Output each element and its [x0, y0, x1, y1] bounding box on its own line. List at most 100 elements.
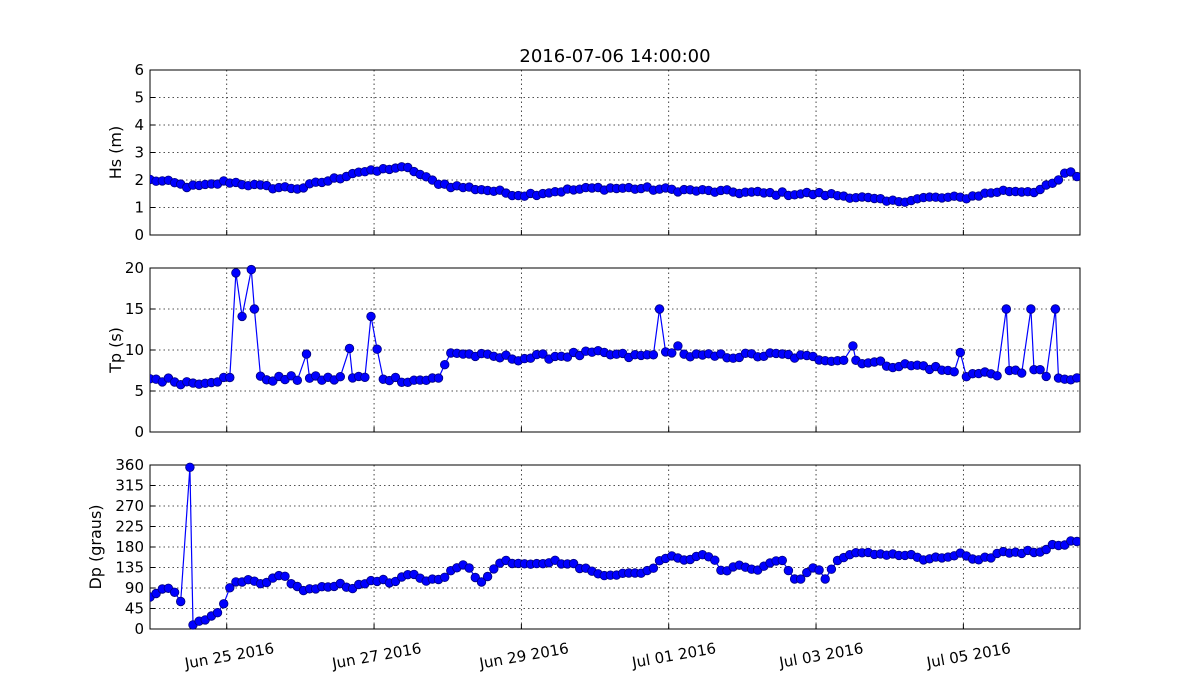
data-point	[246, 264, 257, 275]
y-tick-label: 180	[115, 538, 144, 556]
data-point	[802, 567, 812, 578]
data-point	[231, 268, 241, 278]
data-point	[489, 564, 499, 574]
y-tick-label: 10	[125, 341, 144, 359]
data-point	[955, 347, 966, 358]
data-point	[476, 577, 487, 587]
data-point	[1072, 536, 1080, 547]
y-tick-label: 225	[115, 518, 144, 536]
y-tick-label: 15	[125, 300, 144, 318]
y-tick-label: 2	[134, 171, 144, 189]
data-point	[796, 574, 806, 584]
data-series	[150, 162, 1080, 207]
data-point	[301, 349, 312, 359]
data-point	[237, 311, 247, 322]
data-point	[1072, 171, 1080, 182]
data-point	[710, 555, 720, 565]
data-point	[344, 343, 355, 354]
data-point	[225, 583, 235, 593]
y-tick-label: 0	[134, 226, 144, 244]
data-point	[568, 558, 579, 569]
data-point	[169, 587, 180, 598]
hs-panel: 0 1 2 3 4 5 6 Hs (m)	[106, 61, 1081, 244]
data-point	[1041, 544, 1051, 555]
data-point	[839, 355, 849, 366]
y-tick-label: 5	[134, 382, 144, 400]
data-point	[820, 574, 830, 584]
x-tick-label: Jul 03 2016	[777, 639, 865, 672]
data-point	[848, 341, 858, 351]
data-point	[225, 372, 235, 383]
data-point	[667, 348, 677, 358]
data-point	[949, 367, 959, 377]
x-tick-label: Jun 25 2016	[182, 639, 275, 673]
data-point	[175, 596, 186, 607]
data-point	[1050, 304, 1061, 314]
x-tick-label: Jul 01 2016	[630, 639, 718, 672]
y-axis-label: Dp (graus)	[86, 504, 105, 589]
series-line	[150, 467, 1077, 626]
y-tick-label: 90	[125, 579, 144, 597]
data-point	[1035, 365, 1045, 375]
data-series	[150, 462, 1080, 630]
data-point	[1026, 304, 1036, 314]
data-point	[562, 352, 573, 362]
data-point	[292, 375, 303, 386]
data-point	[440, 572, 450, 583]
data-point	[464, 563, 474, 573]
data-point	[1001, 304, 1012, 314]
y-tick-label: 4	[134, 116, 144, 134]
data-point	[538, 349, 548, 359]
data-point	[280, 571, 290, 582]
y-axis-label: Tp (s)	[106, 327, 125, 374]
data-point	[1041, 371, 1051, 382]
data-point	[826, 564, 837, 574]
data-point	[992, 371, 1002, 381]
x-tick-label: Jun 27 2016	[330, 639, 423, 673]
data-point	[1066, 167, 1076, 177]
y-tick-label: 360	[115, 456, 144, 474]
data-point	[440, 360, 450, 370]
data-point	[212, 608, 223, 618]
data-point	[268, 376, 278, 386]
data-point	[1053, 175, 1064, 185]
data-point	[360, 372, 370, 383]
data-point	[249, 304, 260, 314]
tp-panel: 0 5 10 15 20 Tp (s)	[106, 259, 1081, 441]
dp-panel: 0 45 90 135 180 225 270 315 360 Dp (graus)	[86, 456, 1081, 638]
data-point	[1072, 373, 1080, 383]
data-point	[654, 304, 665, 314]
x-tick-label: Jun 29 2016	[477, 639, 570, 673]
data-point	[648, 563, 659, 573]
data-point	[366, 311, 376, 322]
x-tick-label: Jul 05 2016	[924, 639, 1012, 672]
data-point	[390, 372, 401, 383]
y-tick-label: 20	[125, 259, 144, 277]
data-point	[335, 372, 346, 382]
data-point	[783, 565, 794, 576]
data-series	[150, 264, 1080, 390]
y-tick-label: 45	[125, 600, 144, 618]
data-point	[185, 462, 195, 473]
data-point	[673, 341, 683, 351]
y-tick-label: 5	[134, 89, 144, 107]
y-tick-label: 1	[134, 199, 144, 217]
y-tick-label: 3	[134, 144, 144, 162]
data-point	[433, 373, 444, 383]
data-point	[218, 599, 229, 609]
data-point	[777, 555, 788, 566]
y-tick-label: 6	[134, 61, 144, 79]
data-point	[372, 344, 382, 354]
data-point	[814, 565, 824, 575]
y-tick-label: 0	[134, 620, 144, 638]
y-tick-label: 135	[115, 559, 144, 577]
figure-title: 2016-07-06 14:00:00	[519, 46, 710, 67]
data-point	[875, 356, 886, 366]
data-point	[482, 571, 493, 582]
y-tick-label: 0	[134, 423, 144, 441]
y-tick-label: 315	[115, 477, 144, 495]
y-axis-label: Hs (m)	[106, 126, 125, 180]
data-point	[1017, 368, 1027, 378]
y-tick-label: 270	[115, 497, 144, 515]
